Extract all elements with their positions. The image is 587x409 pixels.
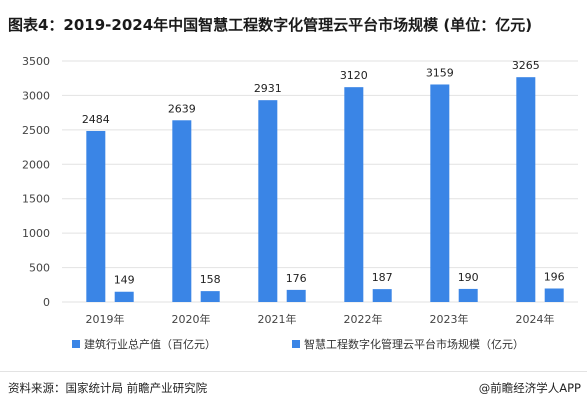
y-axis-ticks: 0 500 1000 1500 2000 2500 3000 3500 — [22, 55, 50, 309]
footer-source: 资料来源：国家统计局 前瞻产业研究院 — [8, 381, 208, 395]
data-label: 2484 — [82, 113, 110, 126]
data-label: 3265 — [512, 59, 540, 72]
y-tick-label: 2500 — [22, 124, 50, 137]
data-label: 3120 — [340, 69, 368, 82]
chart-title: 图表4：2019-2024年中国智慧工程数字化管理云平台市场规模 (单位：亿元) — [8, 16, 533, 34]
footer-brand: @前瞻经济学人APP — [478, 381, 581, 395]
bars — [86, 77, 564, 302]
data-label: 2639 — [168, 102, 196, 115]
data-label: 196 — [544, 271, 565, 284]
bar-construction-output — [430, 84, 450, 302]
x-tick-label: 2020年 — [172, 312, 211, 326]
y-tick-label: 500 — [29, 262, 50, 275]
bar-construction-output — [258, 100, 278, 302]
bar-cloud-platform-market — [286, 289, 306, 302]
bar-cloud-platform-market — [114, 291, 134, 302]
y-tick-label: 1500 — [22, 193, 50, 206]
data-label: 3159 — [426, 66, 454, 79]
y-tick-label: 0 — [43, 296, 50, 309]
data-label: 2931 — [254, 82, 282, 95]
x-tick-label: 2021年 — [258, 312, 297, 326]
bar-cloud-platform-market — [372, 289, 392, 302]
bar-construction-output — [172, 120, 192, 302]
data-label: 149 — [114, 274, 135, 287]
y-tick-label: 3000 — [22, 89, 50, 102]
legend-swatch — [72, 340, 80, 348]
x-tick-label: 2019年 — [86, 312, 125, 326]
data-labels: 2484 149 2639 158 2931 176 3120 187 3159 190 3265 1… — [82, 59, 565, 287]
y-tick-label: 1000 — [22, 227, 50, 240]
legend-label: 智慧工程数字化管理云平台市场规模（亿元） — [304, 337, 524, 351]
x-tick-label: 2022年 — [344, 312, 383, 326]
x-tick-label: 2023年 — [430, 312, 469, 326]
data-label: 187 — [372, 271, 393, 284]
gridlines — [62, 60, 578, 303]
bar-cloud-platform-market — [200, 291, 220, 302]
legend: 建筑行业总产值（百亿元） 智慧工程数字化管理云平台市场规模（亿元） — [72, 337, 524, 351]
legend-swatch — [292, 340, 300, 348]
y-tick-label: 3500 — [22, 55, 50, 68]
bar-construction-output — [86, 130, 106, 302]
data-label: 176 — [286, 272, 307, 285]
x-tick-label: 2024年 — [516, 312, 555, 326]
bar-construction-output — [516, 77, 536, 302]
y-tick-label: 2000 — [22, 158, 50, 171]
data-label: 158 — [200, 273, 221, 286]
legend-label: 建筑行业总产值（百亿元） — [84, 337, 216, 351]
bar-construction-output — [344, 87, 364, 302]
bar-cloud-platform-market — [544, 288, 564, 302]
footer-divider — [0, 371, 587, 372]
data-label: 190 — [458, 271, 479, 284]
x-axis-ticks: 2019年 2020年 2021年 2022年 2023年 2024年 — [86, 312, 555, 326]
bar-cloud-platform-market — [458, 288, 478, 302]
